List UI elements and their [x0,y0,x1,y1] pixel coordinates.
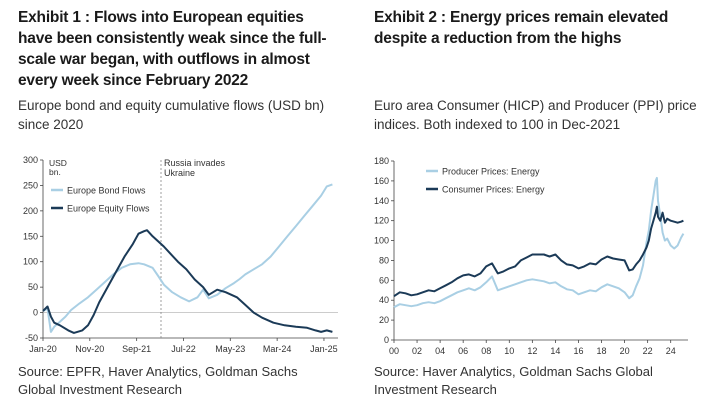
legend-label: Europe Bond Flows [67,186,146,196]
x-tick-label: 10 [504,346,514,355]
y-tick-label: 50 [28,282,38,292]
y-tick-label: 120 [374,216,389,226]
y-tick-label: 100 [374,236,389,246]
x-tick-label: 02 [412,346,422,355]
legend-label: Europe Equity Flows [67,204,150,214]
x-tick-label: Mar-24 [263,344,292,354]
chart-2: 0 20 40 60 80 100 120 140 160 180 00 02 04 06 08 10 12 14… [374,156,688,355]
x-tick-label: 08 [481,346,491,355]
exhibit2-subtitle: Euro area Consumer (HICP) and Producer (… [374,98,697,132]
exhibit2-source: Source: Haver Analytics, Goldman Sachs G… [374,364,653,397]
y-tick-label: 60 [379,275,389,285]
x-tick-label: Jan-20 [29,344,57,354]
series-line-consumer-prices-energy [393,205,684,298]
y-tick-label: 0 [33,308,38,318]
x-tick-label: 04 [435,346,445,355]
y-tick-label: 40 [379,295,389,305]
y-tick-label: -50 [25,333,38,343]
y-unit-label-line1: USD [49,158,67,168]
y-tick-label: 20 [379,315,389,325]
x-tick-label: Sep-21 [122,344,151,354]
y-tick-label: 250 [23,180,38,190]
legend-label: Consumer Prices: Energy [442,185,545,195]
x-tick-label: May-23 [215,344,245,354]
x-tick-label: 24 [666,346,676,355]
exhibit1-source: Source: EPFR, Haver Analytics, Goldman S… [18,364,298,397]
x-tick-label: 12 [527,346,537,355]
y-tick-label: 200 [23,206,38,216]
y-tick-label: 100 [23,257,38,267]
series-line-europe-equity-flows [42,229,333,334]
x-tick-label: 20 [620,346,630,355]
x-tick-label: 06 [458,346,468,355]
y-tick-label: 140 [374,196,389,206]
x-tick-label: 16 [573,346,583,355]
y-tick-label: 80 [379,255,389,265]
exhibit2-title: Exhibit 2 : Energy prices remain elevate… [374,9,669,47]
annotation-text-line2: Ukraine [164,168,195,178]
x-tick-label: Jul-22 [171,344,196,354]
y-tick-label: 160 [374,176,389,186]
x-tick-label: 00 [389,346,399,355]
exhibit1-subtitle: Europe bond and equity cumulative flows … [18,98,325,132]
y-unit-label-line2: bn. [49,167,61,177]
y-tick-label: 150 [23,231,38,241]
x-tick-label: 14 [550,346,560,355]
legend-label: Producer Prices: Energy [442,167,540,177]
series-line-producer-prices-energy [393,176,685,309]
annotation-text-line1: Russia invades [164,158,226,168]
y-tick-label: 180 [374,156,389,166]
y-tick-label: 300 [23,155,38,165]
x-tick-label: 18 [597,346,607,355]
x-tick-label: 22 [643,346,653,355]
exhibit1-title: Exhibit 1 : Flows into European equities… [18,9,327,89]
series-line-europe-bond-flows [42,183,333,333]
chart-1: -50 0 50 100 150 200 250 300 Jan-20 Nov-20 Sep-21 J… [23,155,338,354]
x-tick-label: Jan-25 [310,344,338,354]
y-tick-label: 0 [384,335,389,345]
x-tick-label: Nov-20 [75,344,104,354]
